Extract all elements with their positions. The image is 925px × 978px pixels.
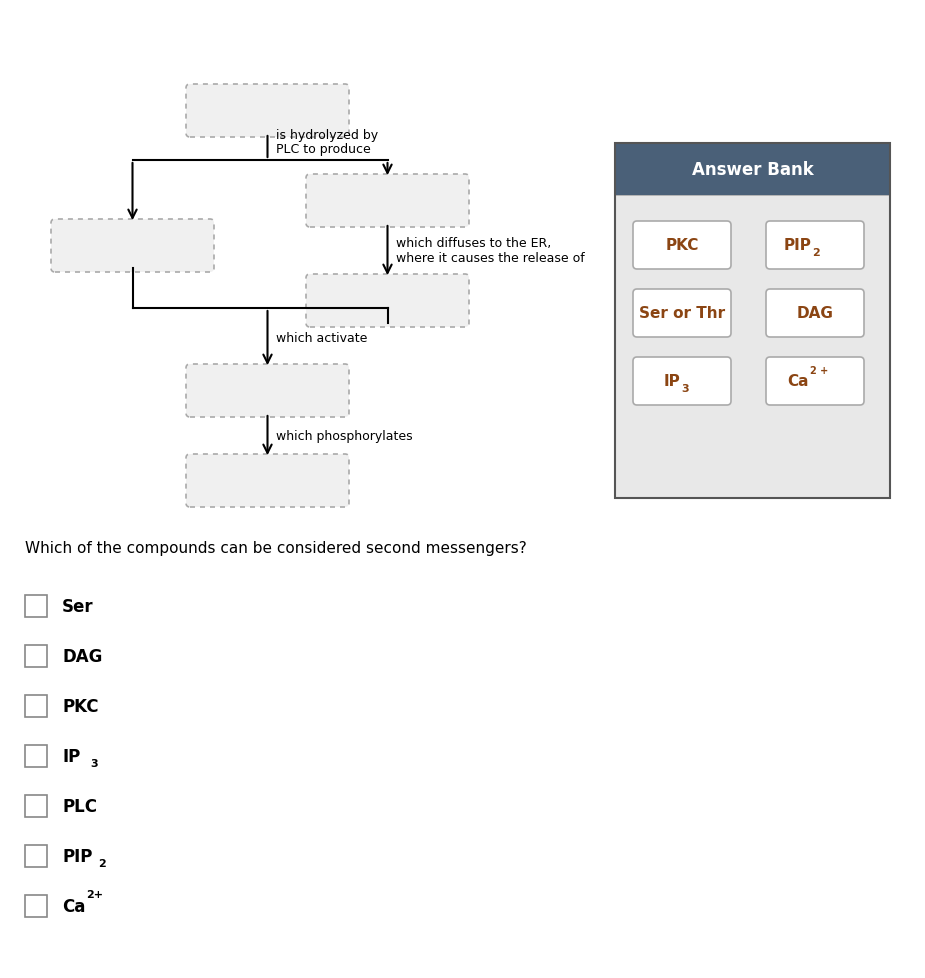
FancyBboxPatch shape bbox=[633, 289, 731, 337]
Text: 2 +: 2 + bbox=[810, 365, 828, 376]
Text: 2: 2 bbox=[812, 248, 820, 258]
Text: IP: IP bbox=[62, 747, 80, 765]
Text: DAG: DAG bbox=[62, 647, 103, 665]
FancyBboxPatch shape bbox=[633, 358, 731, 406]
Text: 2+: 2+ bbox=[86, 889, 104, 899]
Text: PLC: PLC bbox=[62, 797, 97, 816]
FancyBboxPatch shape bbox=[766, 289, 864, 337]
FancyBboxPatch shape bbox=[766, 222, 864, 270]
Text: PKC: PKC bbox=[665, 239, 698, 253]
Text: Which of the compounds can be considered second messengers?: Which of the compounds can be considered… bbox=[25, 541, 526, 556]
Text: 2: 2 bbox=[99, 859, 106, 868]
Text: Ca: Ca bbox=[787, 375, 809, 389]
Text: IP: IP bbox=[663, 375, 680, 389]
FancyBboxPatch shape bbox=[306, 175, 469, 228]
FancyBboxPatch shape bbox=[25, 895, 47, 917]
Text: Ca: Ca bbox=[62, 897, 85, 915]
FancyBboxPatch shape bbox=[25, 695, 47, 717]
Text: which phosphorylates: which phosphorylates bbox=[276, 429, 413, 443]
FancyBboxPatch shape bbox=[306, 275, 469, 328]
Text: PKC: PKC bbox=[62, 697, 98, 715]
Text: PIP: PIP bbox=[62, 847, 92, 866]
Text: which activate: which activate bbox=[276, 333, 367, 345]
FancyBboxPatch shape bbox=[25, 745, 47, 767]
FancyBboxPatch shape bbox=[766, 358, 864, 406]
FancyBboxPatch shape bbox=[186, 85, 349, 138]
Text: Ser: Ser bbox=[62, 598, 93, 615]
Text: DAG: DAG bbox=[796, 306, 833, 321]
FancyBboxPatch shape bbox=[633, 222, 731, 270]
FancyBboxPatch shape bbox=[51, 220, 214, 273]
FancyBboxPatch shape bbox=[25, 845, 47, 867]
Text: 3: 3 bbox=[681, 384, 688, 394]
Text: which diffuses to the ER,
where it causes the release of: which diffuses to the ER, where it cause… bbox=[396, 238, 585, 265]
Text: Answer Bank: Answer Bank bbox=[692, 160, 813, 179]
FancyBboxPatch shape bbox=[186, 455, 349, 508]
Text: Ser or Thr: Ser or Thr bbox=[639, 306, 725, 321]
FancyBboxPatch shape bbox=[25, 795, 47, 818]
FancyBboxPatch shape bbox=[186, 365, 349, 418]
Text: 3: 3 bbox=[91, 759, 98, 769]
Text: is hydrolyzed by
PLC to produce: is hydrolyzed by PLC to produce bbox=[276, 128, 377, 156]
FancyBboxPatch shape bbox=[615, 144, 890, 196]
Text: PIP: PIP bbox=[783, 239, 811, 253]
FancyBboxPatch shape bbox=[25, 645, 47, 667]
FancyBboxPatch shape bbox=[615, 196, 890, 499]
FancyBboxPatch shape bbox=[25, 596, 47, 617]
